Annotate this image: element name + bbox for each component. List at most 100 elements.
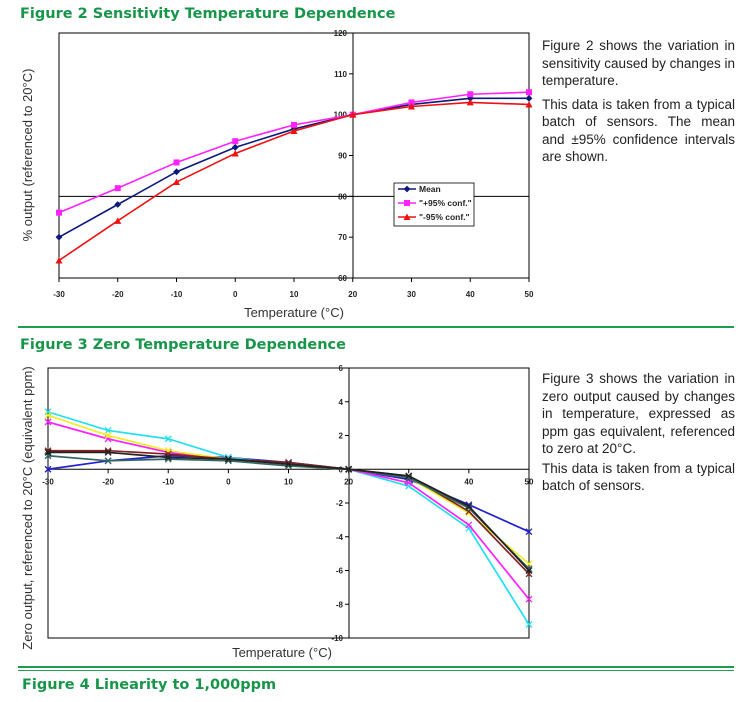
chart3-y-tick-label: -10 xyxy=(331,634,343,643)
chart3-data-point xyxy=(104,457,112,465)
chart3-data-point xyxy=(465,521,473,529)
chart2-data-point xyxy=(466,94,474,102)
chart2-data-point xyxy=(55,256,63,264)
figure-2-paragraph-2: This data is taken from a typical batch … xyxy=(542,96,735,165)
chart2-x-tick-label: 10 xyxy=(290,290,299,299)
section-divider xyxy=(18,326,734,328)
chart2-legend-marker xyxy=(403,185,411,193)
chart3-data-point xyxy=(525,565,533,573)
chart2-y-tick-label: 70 xyxy=(338,233,347,242)
chart2-data-point xyxy=(349,111,357,118)
chart3-data-point xyxy=(44,411,52,419)
chart3-data-point xyxy=(525,567,533,574)
figure-3-paragraph-2: This data is taken from a typical batch … xyxy=(542,460,735,494)
chart2-legend-marker xyxy=(403,213,411,220)
chart2-data-point xyxy=(173,178,180,186)
chart3-data-point xyxy=(345,465,353,473)
chart2-y-tick-label: 100 xyxy=(334,111,348,120)
chart2-legend: Mean "+95% conf." "-95% conf." xyxy=(393,182,475,227)
chart3-data-point xyxy=(44,465,52,473)
chart3-y-tick-label: -4 xyxy=(336,533,344,542)
chart3-data-point xyxy=(405,472,413,480)
chart3-data-point xyxy=(104,432,112,439)
chart3-y-tick-label: 0 xyxy=(339,465,344,474)
chart2-data-point xyxy=(173,159,180,166)
chart3-data-point xyxy=(525,621,533,628)
figure-2-description: Figure 2 shows the variation in sensitiv… xyxy=(542,37,735,172)
chart2-y-tick-label: 120 xyxy=(334,29,348,38)
chart3-x-axis-title: Temperature (°C) xyxy=(232,645,332,660)
chart2-data-point xyxy=(114,217,122,224)
chart3-data-point xyxy=(104,426,112,434)
chart2-data-point xyxy=(173,168,180,176)
chart3-y-tick-label: 6 xyxy=(339,364,344,373)
chart2-data-point xyxy=(467,91,474,98)
chart2-x-tick-label: 30 xyxy=(407,290,416,299)
figure-2-title: Figure 2 Sensitivity Temperature Depende… xyxy=(20,6,396,22)
chart2-data-point xyxy=(291,121,297,128)
figure-3-paragraph-1: Figure 3 shows the variation in zero out… xyxy=(542,371,735,456)
chart2-data-point xyxy=(231,149,239,157)
sensitivity-temperature-chart: 60 70 80 90 100 110 120 -30 -20 -10 0 10 20 30 40 50 Me… xyxy=(20,29,534,320)
chart3-y-tick-label: 4 xyxy=(339,398,344,407)
chart2-y-tick-label: 80 xyxy=(338,192,347,201)
chart3-data-point xyxy=(465,502,473,510)
chart2-plot-area xyxy=(58,32,530,279)
chart2-data-point xyxy=(290,127,298,134)
chart3-y-tick-label: -8 xyxy=(336,600,344,609)
chart2-data-point xyxy=(55,233,63,241)
chart2-x-tick-label: 40 xyxy=(466,290,475,299)
chart3-y-tick-label: 2 xyxy=(339,432,344,441)
chart3-data-point xyxy=(405,479,413,487)
chart3-x-tick-label: -30 xyxy=(42,477,54,486)
chart2-data-point xyxy=(526,89,532,96)
chart2-legend-label: "+95% conf." xyxy=(419,198,472,208)
chart3-data-point xyxy=(164,453,172,461)
chart2-x-tick-label: -10 xyxy=(171,290,183,299)
chart2-x-tick-label: -20 xyxy=(112,290,124,299)
chart3-x-tick-label: 0 xyxy=(226,477,231,486)
chart3-data-point xyxy=(525,528,533,536)
chart2-y-axis-title: % output (referenced to 20°C) xyxy=(20,69,35,242)
chart3-data-point xyxy=(104,448,112,456)
chart3-data-point xyxy=(285,460,292,468)
chart3-x-tick-label: -10 xyxy=(162,477,174,486)
figure-3-title: Figure 3 Zero Temperature Dependence xyxy=(20,337,346,353)
chart2-data-point xyxy=(525,100,533,108)
chart3-plot-area xyxy=(47,367,530,639)
chart2-data-point xyxy=(232,138,239,145)
chart3-data-point xyxy=(224,455,232,463)
chart3-data-point xyxy=(164,435,172,443)
chart2-y-tick-label: 90 xyxy=(338,152,347,161)
chart2-data-point xyxy=(114,201,122,208)
chart3-data-point xyxy=(405,474,413,482)
figure-4-title: Figure 4 Linearity to 1,000ppm xyxy=(22,677,277,693)
chart3-data-point xyxy=(44,418,52,426)
chart2-x-tick-label: 0 xyxy=(233,290,238,299)
chart2-data-point xyxy=(466,98,474,106)
chart2-data-point xyxy=(56,209,62,216)
chart2-data-point xyxy=(525,94,533,102)
chart3-x-tick-label: 40 xyxy=(464,477,473,486)
chart3-y-tick-label: -6 xyxy=(336,567,344,576)
chart3-x-tick-label: 10 xyxy=(284,477,293,486)
section-divider-bottom xyxy=(18,670,734,671)
figure-3-description: Figure 3 shows the variation in zero out… xyxy=(542,370,735,501)
chart2-legend-marker xyxy=(404,200,410,206)
chart2-y-tick-label: 60 xyxy=(338,274,347,283)
chart2-legend-label: Mean xyxy=(419,184,441,194)
chart3-y-tick-label: -2 xyxy=(336,499,344,508)
chart2-data-point xyxy=(408,99,415,106)
chart2-data-point xyxy=(408,103,415,110)
chart3-data-point xyxy=(44,447,52,455)
chart3-x-tick-label: -20 xyxy=(102,477,114,486)
chart3-x-tick-label: 20 xyxy=(344,477,353,486)
chart2-legend-label: "-95% conf." xyxy=(419,212,470,222)
chart2-y-tick-label: 110 xyxy=(334,70,347,79)
figure-2-paragraph-1: Figure 2 shows the variation in sensitiv… xyxy=(542,38,735,88)
chart3-x-tick-label: 50 xyxy=(525,477,534,486)
chart3-data-point xyxy=(525,595,533,603)
chart3-y-axis-title: Zero output, referenced to 20°C (equival… xyxy=(20,366,35,649)
chart2-x-axis-title: Temperature (°C) xyxy=(244,305,344,320)
